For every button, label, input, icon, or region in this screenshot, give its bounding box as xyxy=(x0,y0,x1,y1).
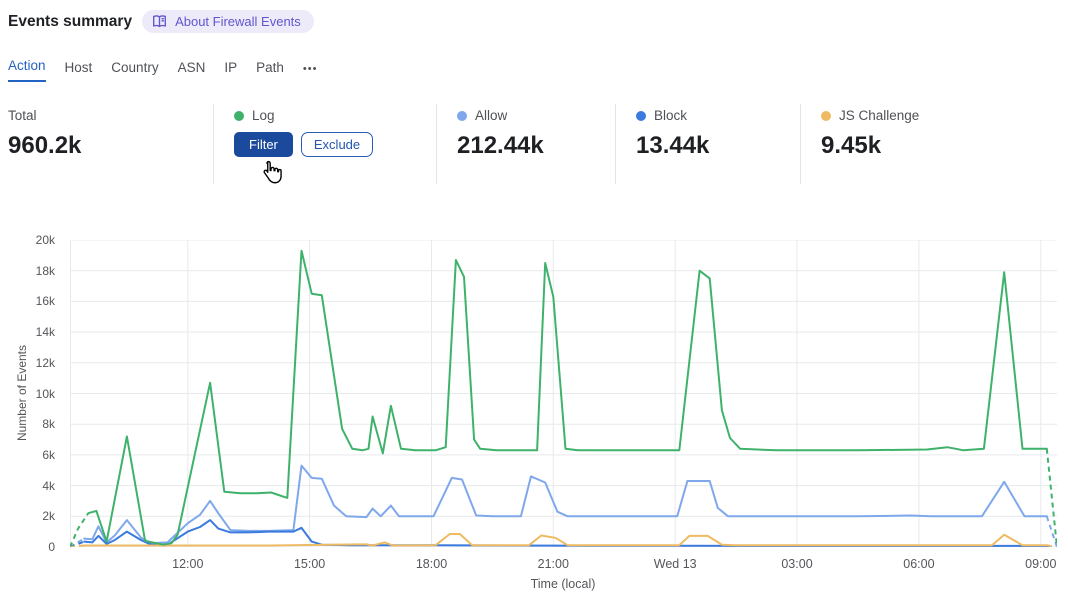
stat-log-label: Log xyxy=(252,108,275,123)
x-tick-label: 15:00 xyxy=(293,557,326,571)
stat-total: Total 960.2k xyxy=(8,104,213,184)
y-tick-label: 14k xyxy=(35,325,55,340)
y-tick-label: 8k xyxy=(42,417,55,432)
tab-path[interactable]: Path xyxy=(256,60,284,75)
js-challenge-series-dot xyxy=(821,110,831,121)
allow-series-dot xyxy=(457,110,467,121)
stat-allow-label: Allow xyxy=(475,108,508,123)
page-title: Events summary xyxy=(8,12,133,30)
plot-area[interactable] xyxy=(70,240,1057,547)
tab-country[interactable]: Country xyxy=(111,60,159,75)
y-tick-label: 4k xyxy=(42,478,55,493)
x-tick-label: 09:00 xyxy=(1025,557,1057,571)
about-firewall-events-badge[interactable]: About Firewall Events xyxy=(142,10,314,33)
tab-ip[interactable]: IP xyxy=(224,60,238,75)
y-tick-label: 12k xyxy=(35,355,55,370)
y-tick-label: 18k xyxy=(35,263,55,278)
y-tick-label: 16k xyxy=(35,294,55,309)
stat-block[interactable]: Block 13.44k xyxy=(615,104,800,184)
x-tick-label: 03:00 xyxy=(781,557,813,571)
y-tick-label: 0 xyxy=(48,540,55,554)
x-tick-label: 12:00 xyxy=(172,557,204,571)
tab-asn[interactable]: ASN xyxy=(177,60,206,75)
stat-js-challenge[interactable]: JS Challenge 9.45k xyxy=(800,104,1060,184)
tab-action[interactable]: Action xyxy=(8,58,46,82)
stats-row: Total 960.2k Log Filter Exclude Allow 21… xyxy=(8,104,1060,184)
x-tick-label: 06:00 xyxy=(903,557,935,571)
stat-total-label: Total xyxy=(8,108,37,123)
book-icon xyxy=(151,14,168,29)
stat-block-label: Block xyxy=(654,108,688,123)
stat-allow-value: 212.44k xyxy=(457,132,544,159)
stat-js-challenge-label: JS Challenge xyxy=(839,108,920,123)
stat-log[interactable]: Log Filter Exclude xyxy=(213,104,436,184)
events-timeseries-chart: Number of Events Time (local) 0 2k 4k 6k 8k 1… xyxy=(0,228,1068,596)
exclude-button[interactable]: Exclude xyxy=(300,132,374,157)
log-series-dot xyxy=(234,110,244,121)
y-tick-label: 2k xyxy=(42,509,55,524)
y-tick-label: 6k xyxy=(42,447,55,462)
x-tick-label: 21:00 xyxy=(537,557,569,571)
breakdown-tabs: Action Host Country ASN IP Path ••• xyxy=(8,58,317,82)
filter-button[interactable]: Filter xyxy=(234,132,293,157)
y-tick-label: 20k xyxy=(35,233,55,247)
x-tick-label: Wed 13 xyxy=(653,557,697,571)
stat-total-value: 960.2k xyxy=(8,132,82,159)
y-tick-label: 10k xyxy=(35,386,55,401)
more-tabs-button[interactable]: ••• xyxy=(302,63,318,75)
x-axis-title: Time (local) xyxy=(530,577,596,591)
x-tick-label: 18:00 xyxy=(415,557,448,571)
tab-host[interactable]: Host xyxy=(64,60,93,75)
stat-block-value: 13.44k xyxy=(636,132,710,159)
block-series-dot xyxy=(636,110,646,121)
about-badge-label: About Firewall Events xyxy=(175,14,301,29)
stat-js-challenge-value: 9.45k xyxy=(821,132,882,159)
stat-allow[interactable]: Allow 212.44k xyxy=(436,104,615,184)
